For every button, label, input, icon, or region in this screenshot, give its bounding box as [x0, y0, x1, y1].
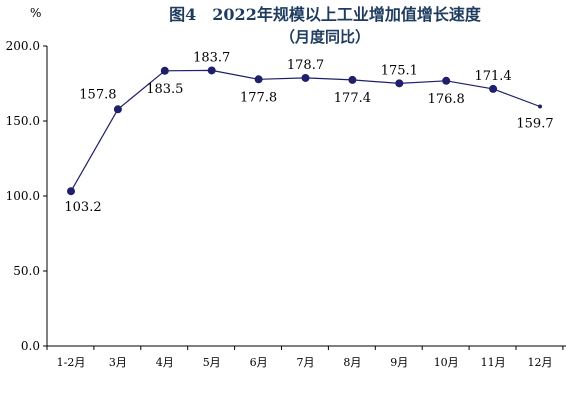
- data-label: 157.8: [79, 87, 116, 102]
- x-tick-label: 4月: [156, 356, 174, 369]
- data-label: 178.7: [287, 58, 324, 73]
- data-point: [395, 79, 404, 88]
- data-label: 176.8: [428, 92, 465, 107]
- chart-subtitle: （月度同比）: [280, 28, 370, 46]
- data-point: [160, 66, 169, 75]
- data-label: 183.7: [193, 50, 230, 65]
- data-point: [301, 73, 310, 82]
- data-point: [489, 84, 498, 93]
- y-axis-unit: %: [30, 6, 41, 20]
- data-point: [348, 75, 357, 84]
- data-label: 159.7: [516, 116, 553, 131]
- y-tick-label: 100.0: [6, 189, 40, 203]
- data-label: 103.2: [64, 200, 101, 215]
- x-tick-label: 11月: [481, 356, 506, 369]
- data-point: [442, 76, 451, 85]
- x-tick-label: 6月: [250, 356, 268, 369]
- y-tick-label: 200.0: [6, 39, 40, 53]
- x-tick-label: 1-2月: [57, 356, 86, 369]
- data-point: [538, 104, 542, 109]
- data-label: 171.4: [474, 69, 511, 84]
- x-tick-label: 7月: [297, 356, 315, 369]
- chart-title: 图4 2022年规模以上工业增加值增长速度: [169, 5, 482, 24]
- x-tick-label: 12月: [528, 356, 553, 369]
- data-point: [113, 105, 122, 114]
- y-tick-label: 50.0: [13, 264, 40, 278]
- x-tick-label: 5月: [203, 356, 221, 369]
- data-point: [207, 66, 216, 75]
- data-label: 183.5: [146, 82, 183, 97]
- x-tick-label: 9月: [390, 356, 408, 369]
- x-tick-label: 10月: [434, 356, 459, 369]
- data-label: 177.8: [240, 90, 277, 105]
- data-point: [67, 187, 75, 196]
- series-line: [70, 69, 541, 192]
- y-tick-label: 0.0: [21, 339, 40, 353]
- data-point: [254, 75, 263, 84]
- y-tick-label: 150.0: [6, 114, 40, 128]
- x-tick-label: 8月: [343, 356, 361, 369]
- data-label: 177.4: [334, 91, 371, 106]
- x-tick-label: 3月: [109, 356, 127, 369]
- data-label: 175.1: [381, 63, 418, 78]
